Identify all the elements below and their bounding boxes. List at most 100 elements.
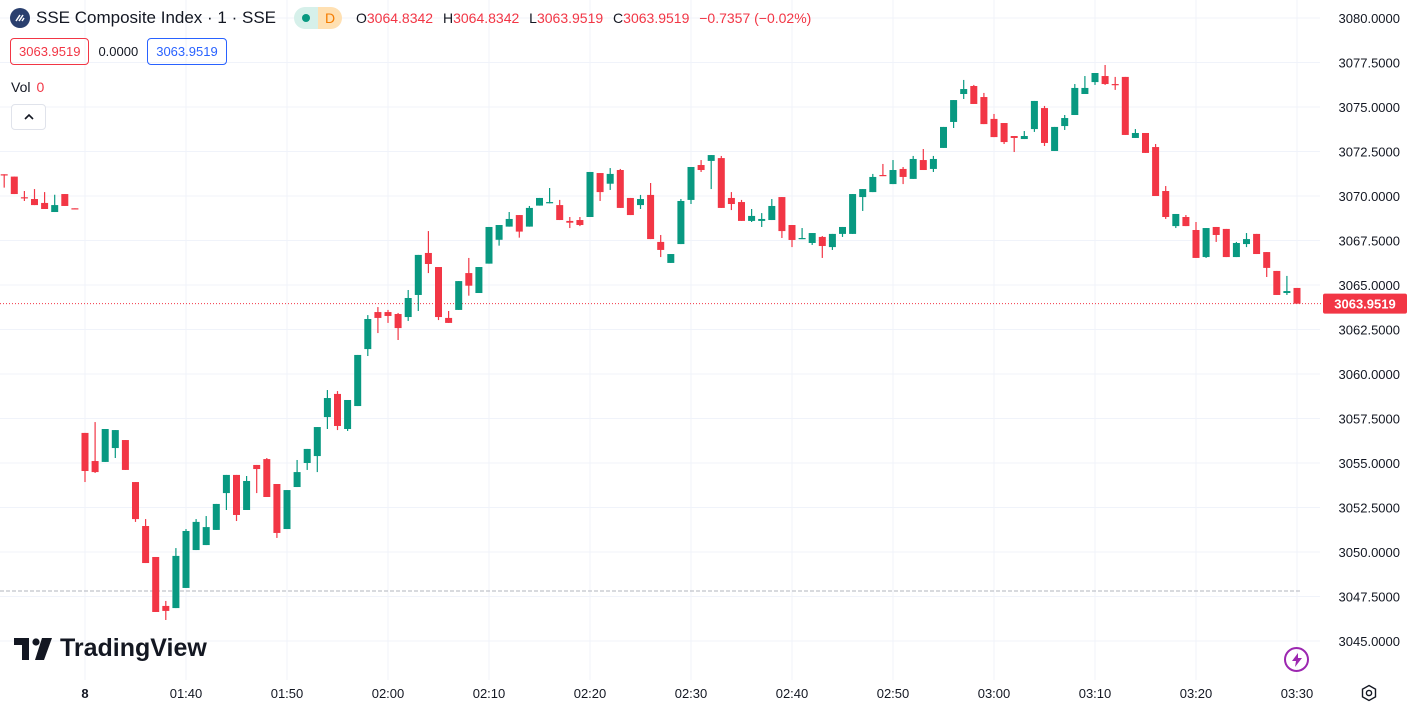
low-value: 3063.9519 bbox=[536, 10, 604, 26]
candle bbox=[788, 225, 796, 240]
candle bbox=[1222, 228, 1230, 258]
candle bbox=[182, 530, 190, 588]
prev-session-candle bbox=[10, 176, 18, 195]
y-tick-label: 3067.5000 bbox=[1339, 234, 1400, 249]
candle bbox=[132, 482, 139, 520]
y-tick-label: 3080.0000 bbox=[1339, 11, 1400, 26]
candle bbox=[717, 158, 725, 208]
candle bbox=[1182, 217, 1190, 227]
candle bbox=[980, 97, 988, 125]
market-status-badge[interactable]: D bbox=[294, 7, 342, 29]
grid bbox=[0, 0, 1322, 680]
candle bbox=[1020, 136, 1028, 140]
candle bbox=[354, 354, 362, 407]
candle bbox=[515, 215, 523, 232]
candle bbox=[1192, 229, 1200, 258]
candle bbox=[344, 399, 352, 430]
candle bbox=[828, 233, 836, 248]
candle bbox=[546, 202, 554, 204]
candle bbox=[233, 474, 240, 515]
candle bbox=[677, 200, 685, 245]
candle bbox=[111, 430, 119, 449]
candle bbox=[970, 85, 978, 104]
candle bbox=[899, 168, 907, 177]
tradingview-mark-icon bbox=[14, 637, 52, 660]
candle bbox=[960, 89, 968, 95]
candle bbox=[556, 205, 564, 221]
candle bbox=[243, 480, 251, 510]
prev-session-candle bbox=[61, 194, 69, 206]
candle bbox=[647, 194, 655, 240]
candle bbox=[626, 197, 634, 216]
buy-button[interactable]: 3063.9519 bbox=[147, 38, 227, 65]
candle bbox=[727, 197, 735, 205]
tradingview-logo[interactable]: TradingView bbox=[14, 634, 207, 663]
candle bbox=[889, 170, 897, 185]
last-price-badge bbox=[1323, 293, 1407, 314]
open-label: O bbox=[356, 10, 367, 26]
candle bbox=[81, 432, 89, 472]
candle bbox=[384, 312, 392, 316]
candle bbox=[1283, 291, 1291, 294]
y-tick-label: 3065.0000 bbox=[1339, 278, 1400, 293]
candle bbox=[1101, 76, 1109, 85]
x-tick-label: 02:00 bbox=[372, 686, 405, 701]
candle bbox=[1131, 132, 1139, 138]
candle bbox=[536, 197, 543, 206]
candle bbox=[1263, 252, 1271, 268]
y-tick-label: 3050.0000 bbox=[1339, 545, 1400, 560]
volume-value: 0 bbox=[36, 79, 45, 95]
high-label: H bbox=[442, 10, 454, 26]
prev-session-candle bbox=[31, 199, 38, 206]
x-tick-label: 02:40 bbox=[776, 686, 809, 701]
candle bbox=[879, 174, 887, 177]
candle bbox=[142, 526, 150, 564]
x-tick-label: 01:50 bbox=[271, 686, 304, 701]
candle bbox=[667, 254, 675, 263]
candle bbox=[1243, 239, 1250, 245]
candle bbox=[1172, 213, 1180, 227]
lightning-button[interactable] bbox=[1284, 647, 1309, 672]
candle bbox=[687, 166, 695, 200]
candle bbox=[869, 176, 877, 193]
candle bbox=[465, 273, 473, 286]
candle bbox=[637, 199, 644, 206]
candle bbox=[263, 459, 271, 497]
x-tick-label: 02:30 bbox=[675, 686, 708, 701]
candle bbox=[576, 220, 584, 226]
candle bbox=[950, 100, 958, 122]
y-tick-label: 3077.5000 bbox=[1339, 56, 1400, 71]
candle bbox=[1091, 73, 1099, 83]
candle bbox=[475, 267, 483, 294]
candle bbox=[525, 207, 533, 227]
candle bbox=[455, 281, 463, 310]
time-axis[interactable]: 8 01:40 01:50 02:00 02:10 02:20 02:30 02:40 02:5… bbox=[81, 686, 1313, 701]
y-tick-label: 3072.5000 bbox=[1339, 145, 1400, 160]
sell-button[interactable]: 3063.9519 bbox=[10, 38, 90, 65]
candle bbox=[1041, 108, 1048, 143]
candle bbox=[414, 254, 422, 295]
lightning-icon bbox=[1291, 652, 1302, 667]
market-open-dot-icon bbox=[294, 7, 318, 29]
candle bbox=[1121, 76, 1129, 135]
chart-settings-icon[interactable] bbox=[1360, 684, 1378, 702]
candle bbox=[839, 226, 846, 234]
candle bbox=[748, 215, 756, 221]
sse-logo-icon bbox=[10, 8, 30, 28]
prev-session-candle bbox=[51, 205, 59, 213]
open-value: 3064.8342 bbox=[366, 10, 434, 26]
candle bbox=[1142, 132, 1149, 153]
candle bbox=[505, 218, 513, 227]
price-axis[interactable]: 3080.0000 3077.5000 3075.0000 3072.5000 3070… bbox=[1323, 11, 1407, 649]
collapse-legend-button[interactable] bbox=[11, 104, 46, 130]
trade-panel: 3063.9519 0.0000 3063.9519 bbox=[10, 38, 227, 65]
x-tick-label: 02:20 bbox=[574, 686, 607, 701]
candle bbox=[273, 484, 281, 533]
candle bbox=[283, 490, 291, 530]
candle bbox=[929, 158, 937, 169]
candle bbox=[364, 318, 372, 350]
candle bbox=[1152, 147, 1160, 196]
candle bbox=[435, 267, 442, 318]
symbol-title[interactable]: SSE Composite Index · 1 · SSE bbox=[36, 8, 276, 27]
